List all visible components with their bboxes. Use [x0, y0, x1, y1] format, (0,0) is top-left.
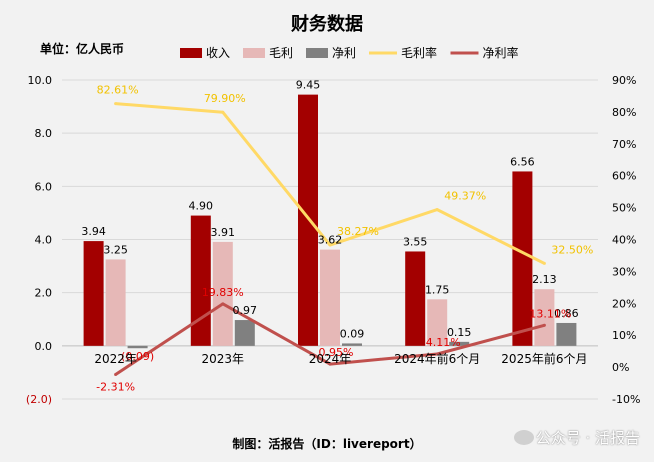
y2-tick-label: 20%	[612, 297, 636, 310]
line-value-label: 4.11%	[426, 336, 461, 349]
bar-value-label: 6.56	[510, 155, 535, 168]
bar-净利	[342, 343, 362, 346]
line-value-label: 79.90%	[204, 92, 246, 105]
y2-tick-label: 70%	[612, 138, 636, 151]
y2-tick-label: 0%	[612, 361, 629, 374]
bar-收入	[512, 171, 533, 346]
bar-value-label: 0.97	[233, 304, 258, 317]
bar-净利	[127, 345, 148, 349]
legend-swatch	[243, 48, 265, 58]
y-tick-label: 10.0	[28, 74, 53, 87]
bar-value-label: 3.94	[81, 225, 106, 238]
y2-tick-label: 40%	[612, 234, 636, 247]
bar-收入	[190, 215, 211, 346]
line-point-净利率	[435, 352, 439, 356]
bar-净利	[556, 322, 577, 346]
legend-label: 净利	[332, 46, 356, 60]
bar-毛利	[427, 299, 448, 346]
y2-tick-label: 60%	[612, 170, 636, 183]
x-tick-label: 2023年	[202, 352, 245, 366]
watermark-text: 公众号 · 活报告	[535, 429, 640, 447]
y2-tick-label: 80%	[612, 106, 636, 119]
line-value-label: -2.31%	[96, 380, 135, 393]
bar-毛利	[105, 259, 126, 346]
line-value-label: 0.95%	[319, 346, 354, 359]
y2-tick-label: 90%	[612, 74, 636, 87]
y-tick-label: 0.0	[35, 340, 53, 353]
bar-毛利	[534, 289, 555, 346]
line-value-label: 82.61%	[97, 84, 139, 97]
bar-value-label: 0.15	[447, 326, 472, 339]
y2-tick-label: 10%	[612, 329, 636, 342]
bar-value-label: 3.55	[403, 235, 428, 248]
line-point-净利率	[328, 362, 332, 366]
x-tick-label: 2025年前6个月	[501, 351, 587, 366]
x-tick-label: 2022年	[94, 352, 137, 366]
bar-收入	[405, 251, 426, 346]
bar-收入	[298, 94, 318, 346]
bar-value-label: 3.91	[211, 226, 236, 239]
line-point-净利率	[542, 323, 546, 327]
line-point-毛利率	[328, 243, 332, 247]
line-value-label: 49.37%	[444, 190, 486, 203]
bar-毛利	[320, 249, 340, 346]
y-tick-label: 2.0	[35, 287, 53, 300]
legend-swatch	[306, 48, 328, 58]
legend-swatch	[180, 48, 202, 58]
bar-毛利	[212, 241, 233, 346]
line-value-label: 19.83%	[202, 286, 244, 299]
bar-value-label: 4.90	[189, 200, 214, 213]
y-axis-right: -10% 0% 10% 20% 30% 40% 50% 60% 70% 80% 90%	[612, 74, 640, 406]
y-tick-label: (2.0)	[26, 393, 52, 406]
line-point-毛利率	[435, 208, 439, 212]
gridlines	[62, 79, 598, 400]
footer-credit: 制图：活报告（ID：livereport）	[232, 436, 421, 451]
legend-label: 净利率	[483, 45, 519, 60]
y-tick-label: 8.0	[35, 127, 53, 140]
bar-value-label: 0.86	[554, 307, 579, 320]
legend-label: 收入	[206, 46, 230, 60]
line-value-label: 32.50%	[551, 243, 593, 256]
y2-tick-label: 30%	[612, 265, 636, 278]
bar-value-label: 3.25	[103, 243, 128, 256]
legend: 收入 毛利 净利 毛利率 净利率	[180, 45, 519, 60]
wechat-icon	[513, 430, 534, 445]
bar-净利	[234, 320, 255, 346]
y2-tick-label: 50%	[612, 202, 636, 215]
watermark: 公众号 · 活报告	[513, 427, 640, 448]
y-axis-left: (2.0) 0.0 2.0 4.0 6.0 8.0 10.0	[26, 74, 52, 406]
bar-value-label: 2.13	[532, 273, 557, 286]
chart-title: 财务数据	[291, 13, 363, 35]
line-point-毛利率	[542, 261, 546, 265]
bar-value-label: 3.62	[318, 234, 343, 247]
data-labels: 3.94 4.90 9.45 3.55 6.56 3.25 3.91 3.62 1.75 2.13…	[81, 79, 593, 394]
bar-收入	[83, 241, 104, 346]
x-tick-label: 2024年前6个月	[394, 351, 480, 366]
line-point-净利率	[221, 302, 225, 306]
line-value-label: 13.11%	[529, 307, 571, 320]
bars	[83, 94, 577, 349]
line-point-净利率	[114, 372, 118, 376]
y-tick-label: 4.0	[35, 234, 53, 247]
bar-value-label: 9.45	[296, 79, 321, 92]
line-point-毛利率	[114, 102, 118, 106]
legend-label: 毛利率	[401, 45, 437, 60]
bar-value-label: 0.09	[340, 327, 365, 340]
x-tick-label: 2024年	[309, 352, 352, 366]
y-tick-label: 6.0	[35, 180, 53, 193]
bar-净利	[449, 341, 470, 346]
x-axis: 2022年 2023年 2024年 2024年前6个月 2025年前6个月	[94, 351, 587, 366]
bar-value-label: (0.09)	[121, 350, 154, 363]
lines	[114, 102, 546, 376]
legend-label: 毛利	[269, 46, 293, 60]
line-value-label: 38.27%	[337, 225, 379, 238]
unit-label: 单位：亿人民币	[40, 41, 124, 56]
line-point-毛利率	[221, 110, 225, 114]
y2-tick-label: -10%	[612, 393, 640, 406]
bar-value-label: 1.75	[425, 283, 450, 296]
